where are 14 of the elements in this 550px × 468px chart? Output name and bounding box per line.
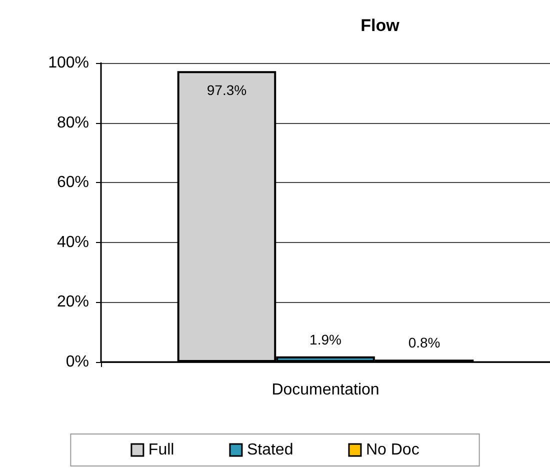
y-tick-label: 80% (56, 114, 89, 132)
legend-label: No Doc (366, 442, 420, 458)
y-tick-label: 0% (66, 354, 89, 370)
y-tick-label: 60% (56, 174, 89, 192)
data-label: 97.3% (206, 82, 247, 98)
data-label: 0.8% (408, 334, 440, 351)
legend-label: Stated (246, 442, 294, 458)
chart-title: Flow (360, 16, 400, 35)
y-tick-label: 40% (56, 234, 89, 251)
y-tick-label: 100% (48, 54, 89, 72)
legend-label: Full (148, 442, 174, 458)
y-tick-label: 20% (56, 294, 89, 311)
data-label: 1.9% (310, 331, 342, 348)
x-tick-label: Documentation (272, 382, 380, 398)
